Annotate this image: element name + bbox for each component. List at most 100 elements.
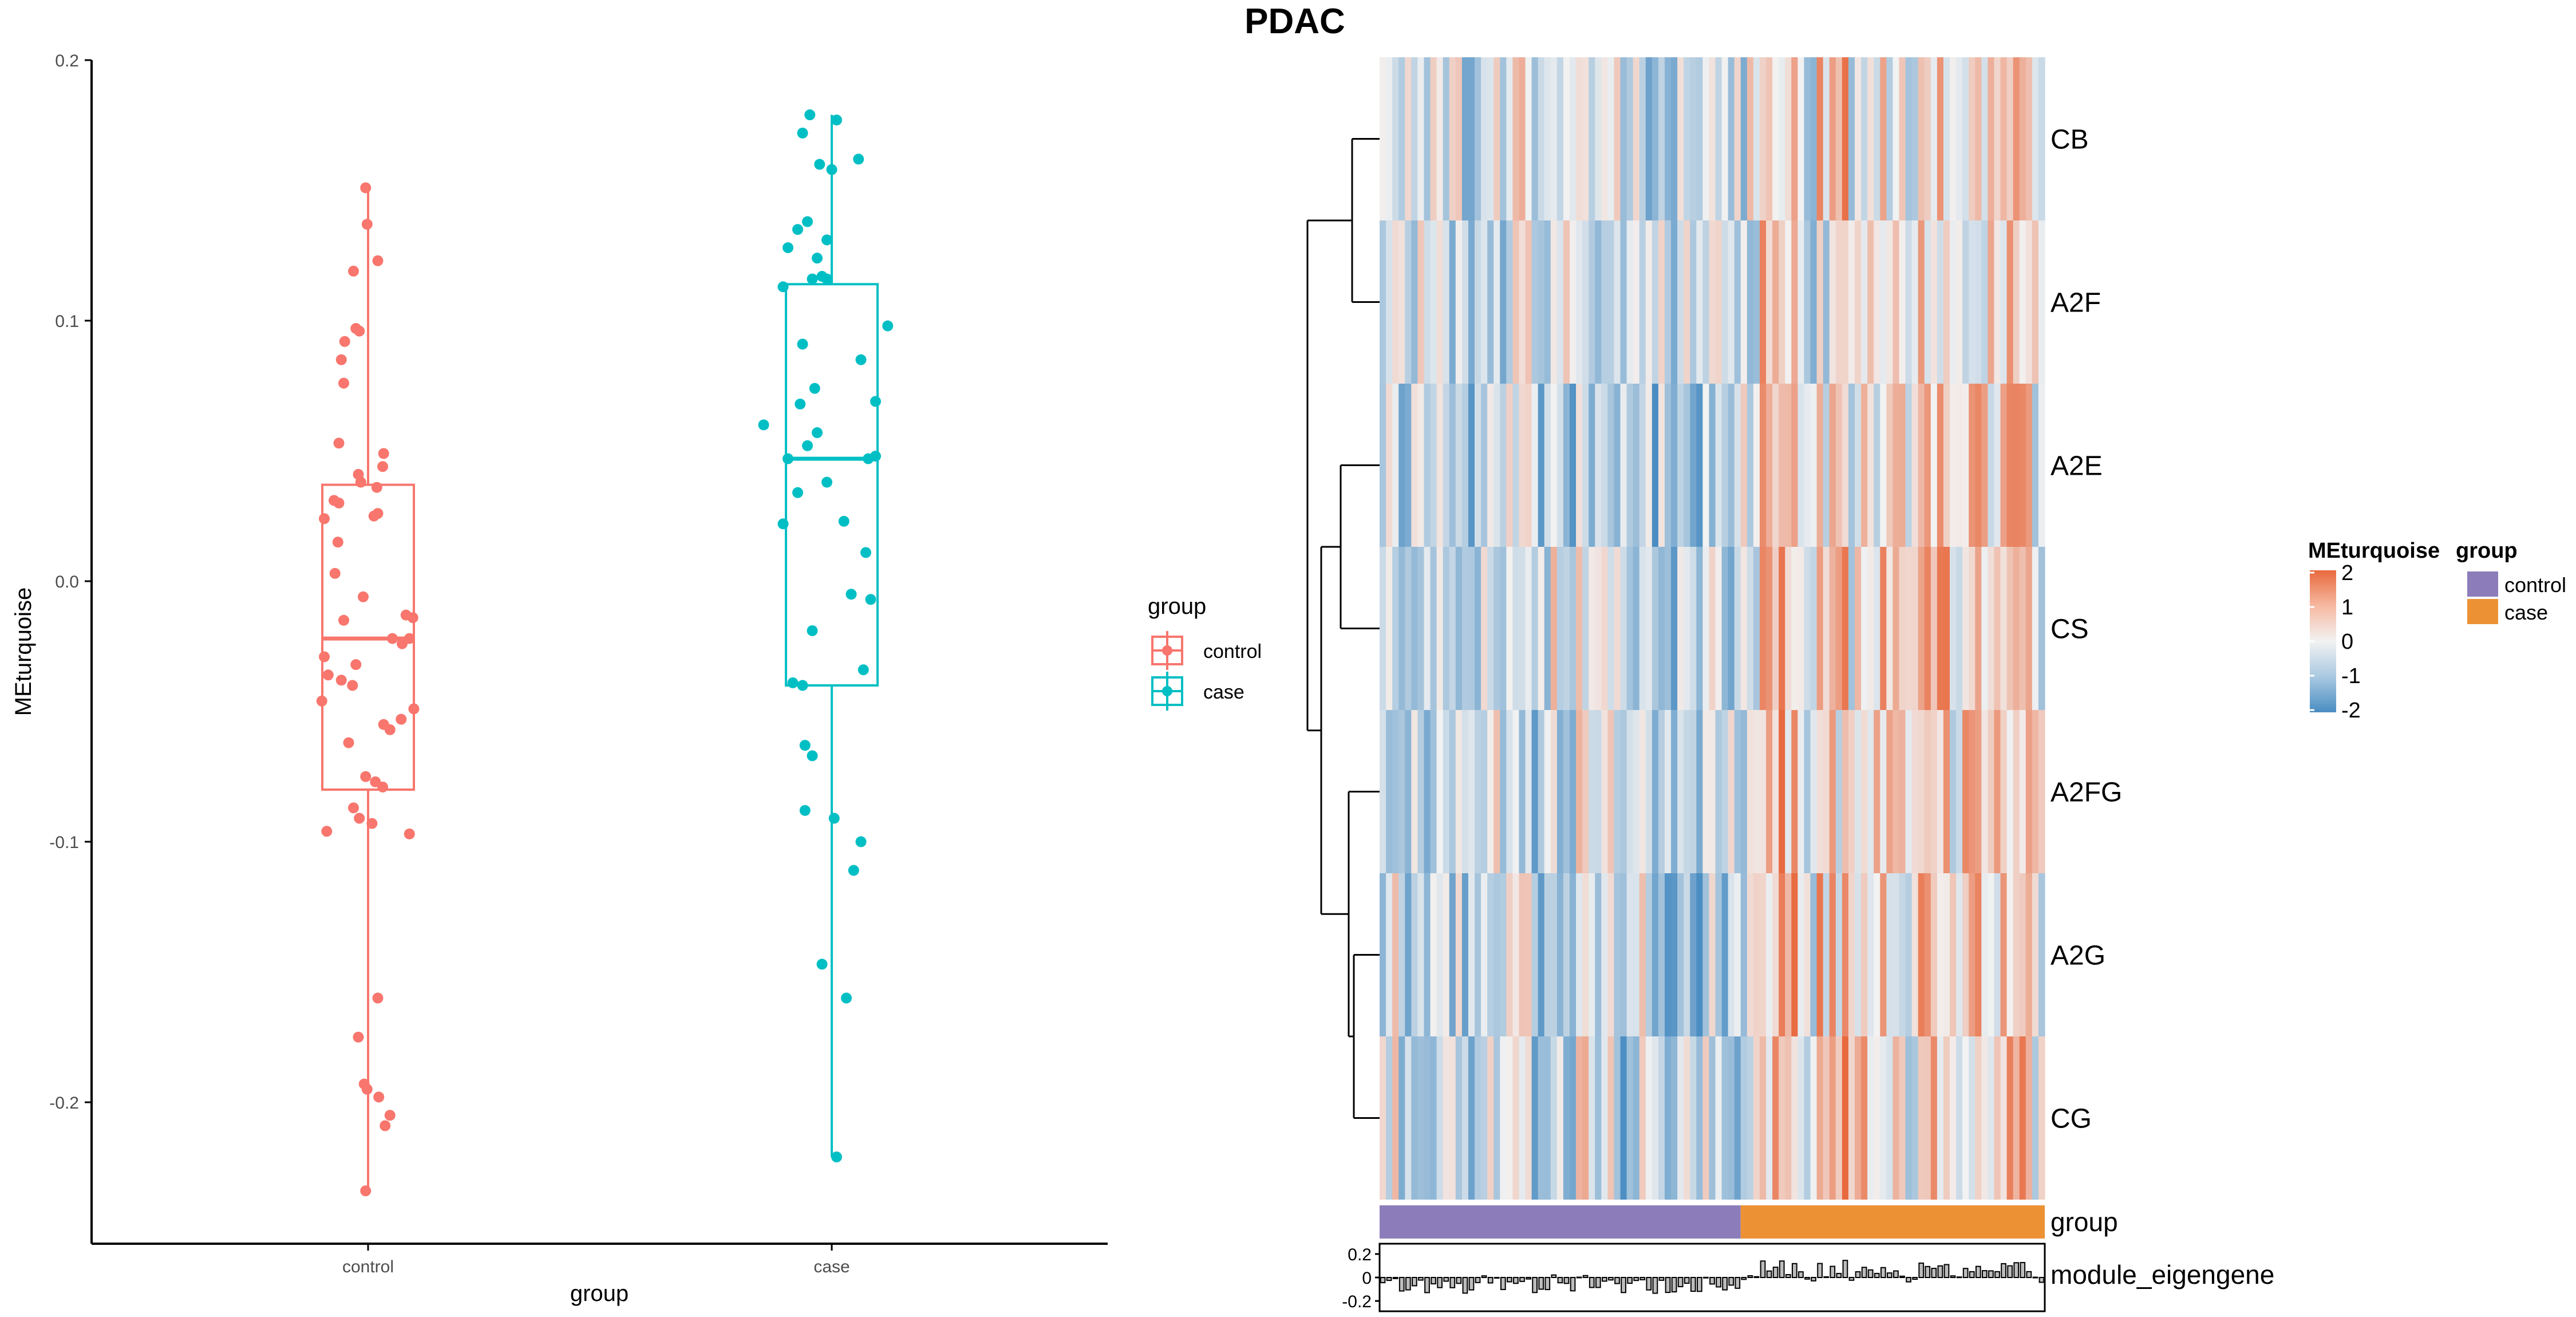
heatmap-cell [1911,57,1919,220]
eigengene-bar [1937,1265,1943,1278]
heatmap-cell [1424,57,1431,220]
heatmap-cell [1639,220,1646,384]
eigengene-bar [1487,1277,1494,1284]
heatmap-cell [1797,220,1805,384]
group-bar-control [1380,1205,1741,1239]
heatmap-cell [1804,547,1811,710]
heatmap-cell [1702,384,1710,547]
heatmap-cell [1582,710,1589,873]
heatmap-cell [1962,220,1969,384]
heatmap-cell [1709,710,1716,873]
heatmap-cell [1626,57,1634,220]
heatmap-cell [2000,873,2008,1036]
heatmap-cell [1696,1036,1703,1200]
heatmap-cell [2019,57,2026,220]
heatmap-cell [1556,384,1564,547]
data-point-case [855,836,867,847]
heatmap-cell [1405,547,1412,710]
data-point-case [797,127,808,139]
eigengene-bar [1791,1263,1797,1278]
heatmap-cell [1475,710,1481,873]
data-point-control [354,813,365,824]
data-point-control [387,633,398,644]
heatmap-cell [2006,710,2014,873]
eigengene-bar [1861,1267,1867,1279]
heatmap-cell [1842,1036,1849,1200]
data-point-control [322,669,334,681]
heatmap-cell [1494,873,1500,1036]
color-legend-ticks: 2 1 0 -1 -2 [2310,561,2361,723]
data-point-case [882,320,894,332]
heatmap-cell [1386,57,1393,220]
heatmap-cell [1772,547,1779,710]
row-dendrogram [1306,138,1380,1119]
eigengene-bar [1557,1277,1563,1284]
heatmap-cell [1652,220,1659,384]
heatmap-cell [1461,220,1469,384]
legend-label-control: control [1203,641,1262,663]
data-point-case [777,518,789,530]
heatmap-cell [2000,220,2008,384]
data-point-case [783,242,793,254]
heatmap-cell [1969,1036,1976,1200]
heatmap-cell [2013,57,2020,220]
heatmap-cell [1411,384,1418,547]
heatmap-cell [1512,1036,1520,1200]
heatmap-cell [1829,384,1836,547]
data-point-case [821,476,832,488]
heatmap-cell [1582,384,1589,547]
group-annotation-bar [1380,1205,2045,1239]
heatmap-cell [1570,384,1577,547]
heatmap-cell [1487,57,1494,220]
heatmap-cell [1899,57,1906,220]
heatmap-cell [1481,710,1488,873]
heatmap-cell [1842,57,1849,220]
heatmap-cell [1715,384,1722,547]
heatmap-cell [1715,547,1722,710]
heatmap-cell [1392,384,1399,547]
data-point-control [316,695,327,707]
heatmap-cell [1436,710,1444,873]
heatmap-cell [1582,57,1589,220]
heatmap-cell [1962,1036,1969,1200]
heatmap-cell [2000,384,2008,547]
heatmap-cell [1544,873,1551,1036]
heatmap-cell [1380,710,1386,873]
heatmap-cell [1740,547,1748,710]
color-legend-tick-label: 1 [2341,596,2353,620]
heatmap-cell [1601,220,1608,384]
heatmap-cell [1494,57,1500,220]
heatmap-cell [1785,547,1792,710]
heatmap-cell [1455,547,1463,710]
heatmap-cell [1715,57,1722,220]
boxplot-legend-title: group [1148,594,1206,619]
heatmap-cell [1436,57,1444,220]
heatmap-cell [1512,873,1520,1036]
heatmap-cell [1671,1036,1678,1200]
heatmap-cell [1994,547,2001,710]
row-label-cg: CG [2050,1104,2092,1134]
heatmap-cell [1962,57,1969,220]
heatmap-cell [1753,384,1760,547]
heatmap-cell [1595,220,1602,384]
group-annotation-label: group [2050,1207,2118,1237]
eigengene-bar [1899,1275,1905,1279]
heatmap-cell [1455,57,1463,220]
data-point-control [377,461,388,472]
heatmap-cell [1614,384,1621,547]
data-point-case [787,677,799,688]
heatmap-cell [1988,384,1995,547]
heatmap-cell [1760,1036,1767,1200]
heatmap-cell [1550,1036,1558,1200]
group-legend-title: group [2456,539,2518,563]
heatmap-cell [1443,1036,1450,1200]
heatmap-cell [1461,873,1469,1036]
heatmap-cell [1531,220,1539,384]
heatmap-cell [1943,547,1950,710]
heatmap-cell [1595,873,1602,1036]
heatmap-cell [2019,710,2026,873]
heatmap-cell [1911,873,1919,1036]
data-point-control [354,325,365,337]
heatmap-cell [1785,57,1792,220]
heatmap-cell [1449,384,1456,547]
